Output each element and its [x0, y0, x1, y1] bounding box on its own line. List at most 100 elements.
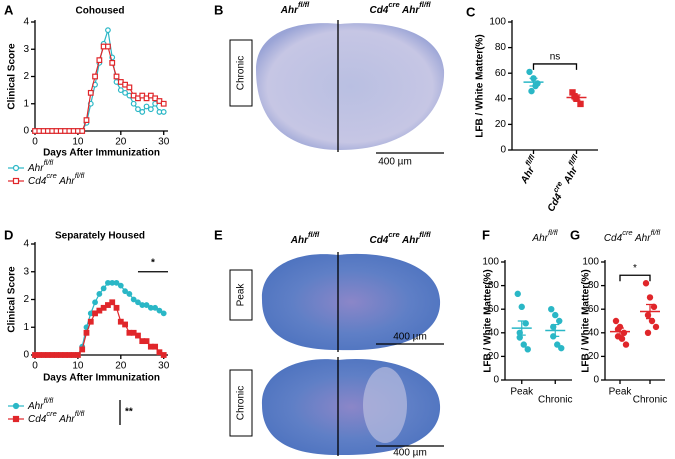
x-axis-label: Days After Immunization [43, 148, 160, 159]
x-tick-label: 20 [115, 137, 127, 148]
scale-label: 400 µm [393, 332, 427, 343]
text-part: Cd4 [604, 233, 623, 244]
marker [105, 27, 111, 34]
superscript: cre [46, 171, 56, 180]
marker [571, 93, 578, 100]
x-tick-label: 30 [158, 361, 170, 372]
significance-bracket [532, 63, 578, 70]
marker [652, 323, 660, 331]
marker [122, 89, 128, 96]
marker [135, 299, 141, 306]
marker [75, 352, 81, 358]
x-tick-label: Chronic [538, 395, 572, 406]
x-tick-label: 10 [72, 137, 84, 148]
marker [160, 109, 167, 115]
row-box [229, 369, 253, 437]
significance: ns [550, 52, 561, 63]
marker [109, 299, 116, 306]
error-bar [616, 327, 624, 336]
y-tick-label: 60 [488, 304, 500, 315]
marker [113, 73, 120, 80]
scale-label: 400 µm [378, 157, 412, 168]
marker [160, 352, 167, 358]
superscript: fl/fl [75, 409, 85, 418]
x-tick-label: 20 [115, 361, 127, 372]
marker [152, 304, 159, 311]
marker [96, 57, 103, 64]
marker [152, 343, 159, 350]
y-axis-label: Clinical Score [7, 266, 18, 333]
tissue-section [256, 23, 445, 150]
text-part: Ahr [560, 164, 580, 187]
marker [96, 291, 103, 297]
x-tick-label: Peak [609, 387, 633, 398]
text-part: Ahr [633, 233, 652, 244]
marker [12, 402, 20, 410]
superscript: fl/fl [419, 0, 431, 9]
marker [612, 317, 620, 325]
y-tick-label: 60 [495, 68, 507, 79]
marker [12, 177, 20, 185]
text-part: Ahr [400, 235, 421, 246]
y-tick-label: 2 [23, 71, 29, 82]
y-axis-label: LFB / White Matter(%) [475, 34, 486, 137]
scale-label: 400 µm [393, 448, 427, 459]
marker [514, 290, 521, 298]
marker [105, 43, 111, 50]
marker [117, 87, 124, 94]
marker [83, 329, 90, 336]
superscript: fl/fl [524, 152, 538, 167]
marker [79, 346, 86, 353]
y-tick-label: 3 [23, 266, 29, 277]
error-bar [529, 77, 538, 87]
row-label: Chronic [236, 56, 247, 90]
y-tick-label: 2 [23, 294, 29, 305]
y-tick-label: 0 [23, 350, 29, 361]
y-tick-label: 100 [489, 17, 506, 28]
x-tick-label: Chronic [633, 395, 667, 406]
error-bar [646, 303, 654, 320]
y-tick-label: 80 [588, 280, 600, 291]
panel-letter: G [570, 227, 580, 242]
marker [135, 332, 141, 339]
y-tick-label: 20 [588, 351, 600, 362]
superscript: fl/fl [567, 152, 581, 167]
marker [644, 329, 652, 336]
marker [644, 311, 652, 319]
y-tick-label: 80 [495, 42, 507, 53]
y-tick-label: 1 [23, 98, 29, 109]
error-bar [572, 94, 581, 101]
marker [113, 279, 120, 286]
marker [139, 109, 146, 115]
marker [92, 73, 98, 80]
x-tick-label: Cd4cre Ahrfl/fl [542, 152, 586, 213]
y-tick-label: 100 [582, 257, 599, 268]
text-part: Ahr [27, 163, 44, 174]
marker [130, 296, 137, 303]
chart-title: Cd4cre Ahrfl/fl [604, 228, 661, 243]
significance: * [151, 257, 155, 268]
marker [113, 304, 120, 311]
superscript: fl/fl [308, 230, 320, 239]
y-tick-label: 4 [23, 239, 29, 250]
x-tick-label: Peak [510, 387, 534, 398]
superscript: fl/fl [44, 158, 54, 167]
row-label: Chronic [236, 386, 247, 420]
y-tick-label: 0 [23, 126, 29, 137]
marker [160, 100, 167, 107]
text-part: Cd4 [369, 5, 388, 16]
x-axis-label: Days After Immunization [43, 373, 160, 384]
x-tick-label: Ahrfl/fl [515, 152, 543, 186]
legend-significance: ** [125, 407, 133, 418]
error-bar [551, 323, 560, 337]
y-tick-label: 40 [588, 327, 600, 338]
marker [556, 317, 563, 325]
marker [135, 106, 141, 113]
text-part: Ahr [280, 5, 299, 16]
text-part: Ahr [400, 5, 421, 16]
marker [12, 415, 20, 423]
column-header: Cd4cre Ahrfl/fl [369, 230, 431, 245]
marker [520, 341, 527, 348]
marker [618, 335, 626, 342]
